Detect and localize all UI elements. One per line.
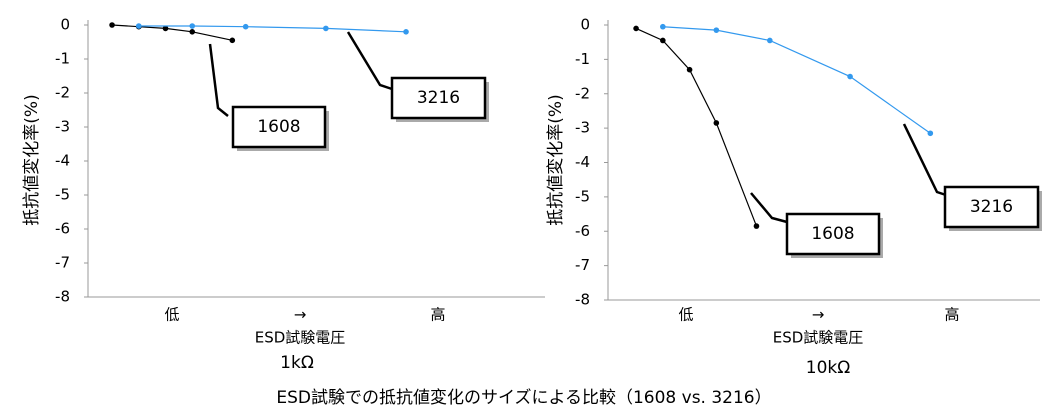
y-tick-label: -3: [575, 119, 590, 137]
y-tick-label: -6: [575, 222, 590, 240]
y-tick-label: -8: [575, 291, 590, 309]
series-name: 1608: [811, 224, 854, 244]
point: [660, 23, 666, 30]
y-tick-label: -1: [55, 50, 70, 68]
point: [847, 73, 853, 80]
series-line: [112, 24, 233, 41]
x-annotation: →: [812, 306, 825, 324]
y-tick-label: -4: [55, 152, 70, 170]
y-axis-label: 抵抗値変化率(%): [546, 94, 566, 225]
x-axis-label: ESD試験電圧: [773, 329, 864, 347]
y-tick-label: -8: [55, 288, 70, 306]
series-line: [662, 26, 931, 134]
point: [660, 37, 666, 44]
x-annotation: 高: [944, 306, 959, 324]
point: [713, 27, 720, 33]
caption: ESD試験での抵抗値変化のサイズによる比較（1608 vs. 3216）: [276, 388, 771, 408]
point: [229, 37, 236, 44]
leader-line: [902, 123, 947, 197]
point: [162, 25, 169, 32]
callout-box: [231, 105, 327, 149]
y-tick-label: -4: [575, 153, 590, 171]
callout-box: [943, 185, 1040, 229]
y-tick-label: -5: [55, 186, 70, 204]
series-line: [635, 27, 758, 227]
series-name: 3216: [970, 197, 1013, 217]
point: [323, 25, 329, 32]
point: [135, 23, 142, 29]
callout-box: [390, 76, 487, 120]
point: [189, 23, 196, 29]
y-tick-label: 0: [580, 16, 590, 34]
subtitle: 10kΩ: [806, 358, 850, 378]
x-annotation: →: [294, 306, 307, 324]
point: [767, 37, 773, 44]
subtitle: 1kΩ: [280, 353, 314, 373]
y-tick-label: -1: [575, 50, 590, 68]
callout-box: [785, 212, 881, 256]
y-tick-label: -7: [55, 254, 70, 272]
y-tick-label: -2: [55, 84, 70, 102]
point: [927, 130, 934, 137]
point: [753, 223, 760, 229]
series-name: 3216: [417, 88, 460, 108]
y-tick-label: 0: [60, 16, 70, 34]
x-annotation: 低: [164, 306, 179, 324]
point: [242, 23, 249, 30]
point: [403, 29, 409, 35]
point: [713, 120, 720, 126]
point: [109, 22, 115, 28]
y-tick-label: -5: [575, 187, 590, 205]
x-axis-label: ESD試験電圧: [255, 329, 346, 347]
series-line: [138, 25, 407, 33]
leader-line: [208, 43, 229, 117]
point: [189, 29, 196, 35]
leader-line: [750, 192, 788, 224]
y-axis-label: 抵抗値変化率(%): [22, 94, 42, 225]
x-annotation: 低: [678, 306, 693, 324]
leader-line: [346, 31, 393, 91]
x-annotation: 高: [430, 306, 445, 324]
y-tick-label: -6: [55, 220, 70, 238]
y-tick-label: -3: [55, 118, 70, 136]
y-tick-label: -7: [575, 256, 590, 274]
y-tick-label: -2: [575, 84, 590, 102]
point: [686, 66, 693, 73]
series-name: 1608: [257, 117, 300, 137]
point: [633, 25, 639, 32]
